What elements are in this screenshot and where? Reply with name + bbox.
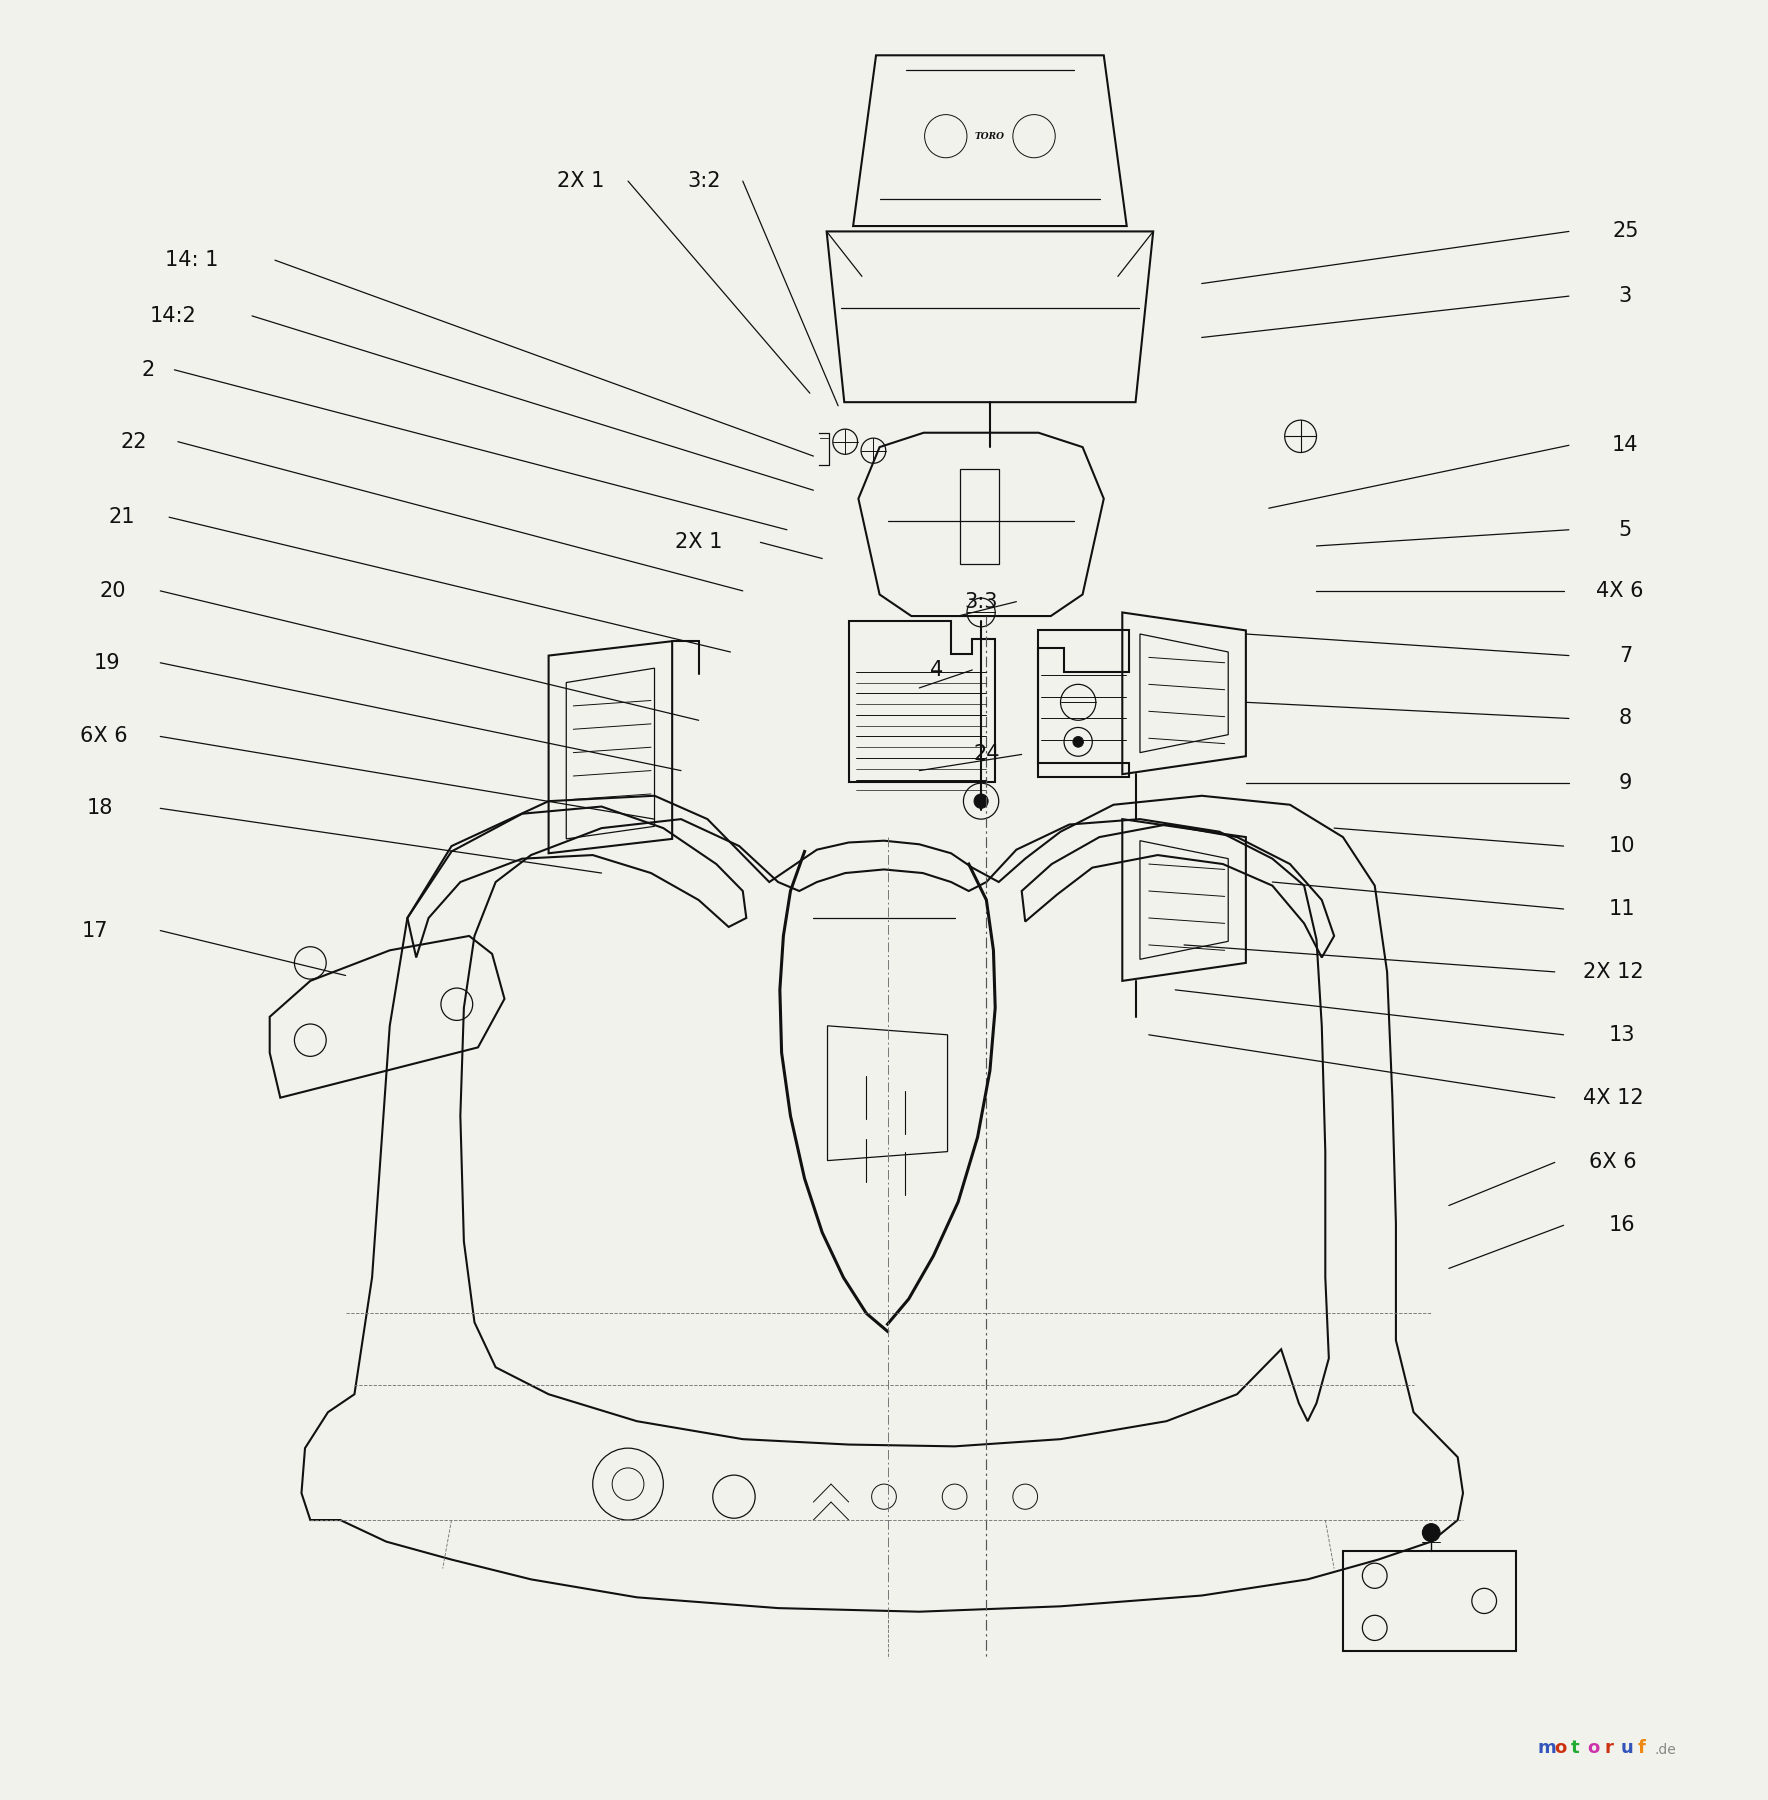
Text: 6X 6: 6X 6 <box>80 727 127 747</box>
Text: u: u <box>1621 1739 1634 1757</box>
Text: 7: 7 <box>1619 646 1632 666</box>
Text: m: m <box>1536 1739 1556 1757</box>
Text: 16: 16 <box>1609 1215 1635 1235</box>
Circle shape <box>1423 1523 1441 1541</box>
Text: 3:2: 3:2 <box>688 171 721 191</box>
Circle shape <box>974 794 988 808</box>
Text: 2X 12: 2X 12 <box>1582 961 1642 981</box>
Text: 13: 13 <box>1609 1024 1635 1044</box>
Text: 4: 4 <box>930 661 944 680</box>
Text: 14: 1: 14: 1 <box>166 250 219 270</box>
Text: 14:2: 14:2 <box>149 306 196 326</box>
Text: r: r <box>1604 1739 1612 1757</box>
Text: o: o <box>1554 1739 1566 1757</box>
Text: 20: 20 <box>99 581 126 601</box>
Text: 9: 9 <box>1619 774 1632 794</box>
Text: 14: 14 <box>1612 436 1639 455</box>
Text: 2X 1: 2X 1 <box>675 533 723 553</box>
Text: TORO: TORO <box>974 131 1004 140</box>
Text: 25: 25 <box>1612 221 1639 241</box>
Text: .de: .de <box>1655 1742 1676 1757</box>
Text: 17: 17 <box>81 920 108 941</box>
Text: 2X 1: 2X 1 <box>557 171 605 191</box>
Text: 3:3: 3:3 <box>964 592 997 612</box>
Text: 18: 18 <box>87 799 113 819</box>
Text: 4X 12: 4X 12 <box>1582 1087 1642 1107</box>
Text: 6X 6: 6X 6 <box>1589 1152 1637 1172</box>
Circle shape <box>1073 736 1084 747</box>
Text: 10: 10 <box>1609 835 1635 857</box>
Text: 3: 3 <box>1619 286 1632 306</box>
Text: 19: 19 <box>94 653 120 673</box>
Text: t: t <box>1570 1739 1579 1757</box>
Text: 4X 6: 4X 6 <box>1597 581 1644 601</box>
Text: 21: 21 <box>108 508 134 527</box>
Text: 24: 24 <box>972 745 999 765</box>
Text: 5: 5 <box>1619 520 1632 540</box>
Text: 2: 2 <box>141 360 154 380</box>
Text: o: o <box>1588 1739 1600 1757</box>
Text: 11: 11 <box>1609 898 1635 920</box>
Text: 8: 8 <box>1619 709 1632 729</box>
Text: f: f <box>1637 1739 1646 1757</box>
Text: 22: 22 <box>120 432 147 452</box>
